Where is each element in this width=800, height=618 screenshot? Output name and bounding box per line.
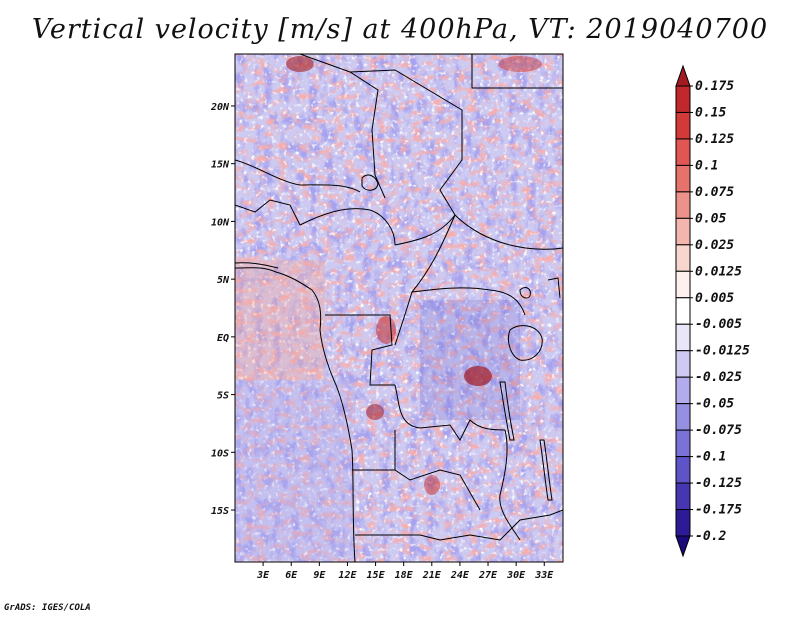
colorbar-swatch	[675, 376, 691, 405]
lon-label: 6E	[285, 570, 298, 581]
colorbar-top-arrow	[675, 64, 691, 87]
colorbar-label: -0.2	[695, 529, 726, 544]
lat-label: 5S	[217, 391, 229, 402]
lon-label: 3E	[256, 570, 270, 581]
colorbar-swatch	[675, 164, 691, 193]
lon-label: 33E	[534, 570, 554, 581]
colorbar-label: -0.0125	[695, 344, 750, 359]
colorbar-label: -0.025	[695, 370, 742, 385]
colorbar-swatch	[675, 270, 691, 299]
lat-label: EQ	[217, 333, 229, 344]
lon-label: 27E	[478, 570, 498, 581]
colorbar-label: -0.005	[695, 317, 742, 332]
colorbar-swatch	[675, 138, 691, 166]
colorbar-label: -0.175	[695, 503, 742, 518]
colorbar-label: 0.0125	[695, 264, 742, 279]
colorbar: 0.175 0.15 0.125 0.1 0.075 0.05 0.025 0.0125 0.0…	[675, 64, 750, 558]
lon-label: 24E	[450, 570, 470, 581]
colorbar-label: 0.1	[695, 158, 718, 173]
lat-label: 15S	[211, 506, 229, 517]
lat-label: 5N	[217, 275, 230, 286]
colorbar-swatch	[675, 403, 691, 431]
colorbar-swatch	[675, 191, 691, 219]
lat-label: 15N	[211, 160, 230, 171]
colorbar-bottom-arrow	[675, 535, 691, 558]
colorbar-swatch	[675, 297, 691, 325]
colorbar-swatch	[675, 85, 691, 113]
lat-label: 10N	[211, 217, 230, 228]
latitude-axis: 20N 15N 10N 5N EQ 5S 10S 15S	[210, 102, 235, 517]
chart-title: Vertical velocity [m/s] at 400hPa, VT: 2…	[31, 14, 769, 45]
colorbar-swatch	[675, 244, 691, 272]
lon-label: 15E	[367, 570, 386, 581]
colorbar-label: -0.075	[695, 423, 742, 438]
colorbar-swatch	[675, 217, 691, 246]
colorbar-label: 0.075	[695, 185, 734, 200]
colorbar-swatch	[675, 509, 691, 537]
colorbar-swatch	[675, 350, 691, 378]
colorbar-label: -0.1	[695, 450, 726, 465]
lon-label: 30E	[506, 570, 526, 581]
longitude-axis: 3E 6E 9E 12E 15E 18E 21E 24E 27E 30E 33E	[256, 562, 554, 581]
colorbar-swatch	[675, 429, 691, 458]
colorbar-swatch	[675, 456, 691, 484]
plot-frame	[234, 53, 564, 563]
colorbar-label: 0.005	[695, 291, 734, 306]
colorbar-swatch	[675, 323, 691, 352]
colorbar-label: -0.125	[695, 476, 742, 491]
lon-label: 12E	[338, 570, 357, 581]
vertical-velocity-field	[235, 54, 563, 562]
lon-label: 21E	[422, 570, 442, 581]
lon-label: 9E	[313, 570, 326, 581]
colorbar-label: 0.025	[695, 238, 734, 253]
colorbar-label: 0.175	[695, 79, 734, 94]
lat-label: 10S	[211, 448, 229, 459]
lat-label: 20N	[210, 102, 230, 113]
colorbar-swatch	[675, 111, 691, 140]
colorbar-label: 0.125	[695, 132, 734, 147]
colorbar-swatch	[675, 482, 691, 511]
lon-label: 18E	[395, 570, 414, 581]
colorbar-label: -0.05	[695, 397, 734, 412]
colorbar-label: 0.05	[695, 211, 726, 226]
grads-credit: GrADS: IGES/COLA	[4, 603, 91, 613]
colorbar-label: 0.15	[695, 105, 726, 120]
